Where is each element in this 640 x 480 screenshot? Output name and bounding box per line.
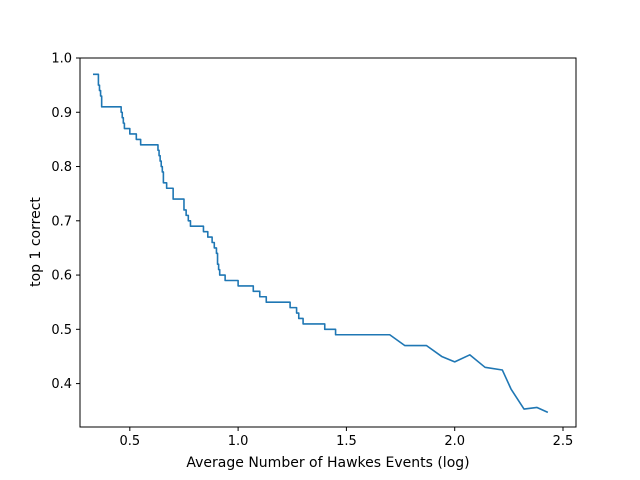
x-axis-label: Average Number of Hawkes Events (log) [186, 455, 469, 471]
x-tick-label: 1.5 [336, 434, 357, 449]
x-tick-label: 2.0 [444, 434, 465, 449]
plot-data [93, 73, 549, 414]
y-tick-label: 0.9 [51, 106, 72, 121]
x-tick-label: 0.5 [119, 434, 140, 449]
x-tick-label: 1.0 [228, 434, 249, 449]
x-axis-ticks: 0.5 1.0 1.5 2.0 2.5 [119, 427, 573, 449]
plot-area-frame [79, 57, 577, 428]
series-line [93, 73, 549, 414]
y-tick-label: 0.8 [51, 160, 72, 175]
y-tick-label: 0.4 [51, 377, 72, 392]
y-tick-label: 0.7 [51, 214, 72, 229]
y-tick-label: 0.6 [51, 269, 72, 284]
y-axis-label: top 1 correct [28, 197, 44, 287]
y-axis-ticks: 0.4 0.5 0.6 0.7 0.8 0.9 1.0 [51, 52, 80, 392]
y-tick-label: 1.0 [51, 52, 72, 67]
x-tick-label: 2.5 [553, 434, 574, 449]
y-tick-label: 0.5 [51, 323, 72, 338]
